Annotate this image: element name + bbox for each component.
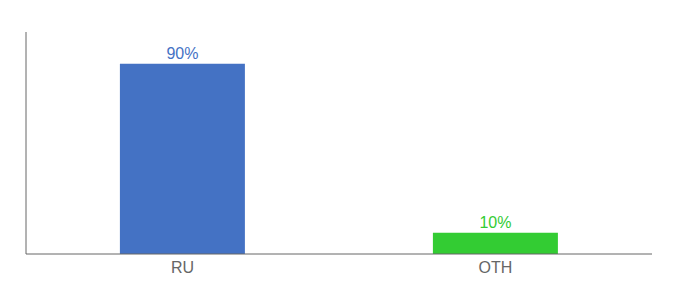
svg-text:RU: RU (171, 259, 194, 276)
svg-text:10%: 10% (479, 214, 511, 231)
svg-text:OTH: OTH (479, 259, 513, 276)
svg-text:90%: 90% (166, 45, 198, 62)
